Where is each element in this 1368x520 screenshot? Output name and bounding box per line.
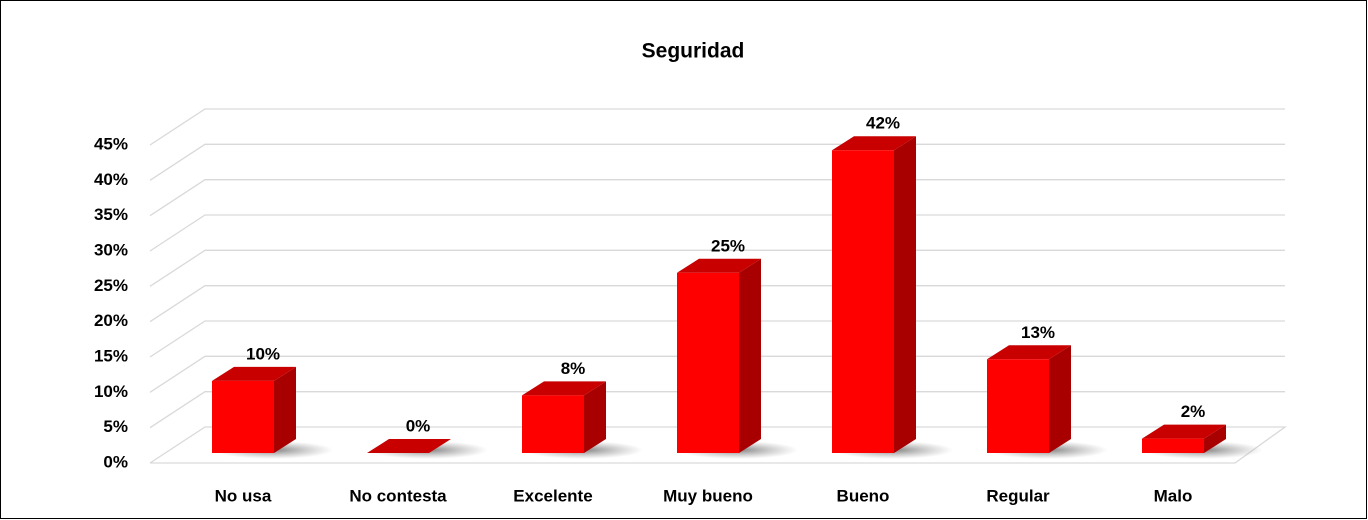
chart-title: Seguridad xyxy=(642,40,745,63)
bar-front xyxy=(212,380,274,453)
grid-line xyxy=(149,249,1285,287)
data-label: 13% xyxy=(1021,323,1055,342)
y-tick-label: 25% xyxy=(94,276,128,295)
data-label: 25% xyxy=(711,236,745,255)
grid-line xyxy=(149,179,1285,217)
x-tick-label: No usa xyxy=(215,486,272,505)
bar-side xyxy=(1049,345,1071,453)
x-tick-label: Regular xyxy=(986,486,1050,505)
data-label: 2% xyxy=(1181,402,1206,421)
grid-line xyxy=(149,214,1285,252)
grid-line xyxy=(149,426,1288,464)
bar-top xyxy=(212,366,296,381)
grid-line xyxy=(149,285,1285,323)
bar-top xyxy=(522,381,606,396)
bar xyxy=(367,439,451,453)
grid-line xyxy=(149,108,1285,146)
bar-front xyxy=(832,150,894,453)
x-tick-label: Excelente xyxy=(513,486,592,505)
bar-side xyxy=(739,258,761,453)
bar-top xyxy=(1142,424,1226,439)
data-label: 10% xyxy=(246,344,280,363)
bar-top xyxy=(367,439,451,453)
grid-line xyxy=(149,143,1285,181)
grid-line xyxy=(149,391,1285,429)
bar xyxy=(522,381,606,453)
data-label: 8% xyxy=(561,359,586,378)
x-tick-label: Malo xyxy=(1154,486,1193,505)
bar xyxy=(987,345,1071,453)
grid-line xyxy=(149,320,1285,358)
grid-line xyxy=(149,355,1285,393)
bar-side xyxy=(1204,424,1226,453)
bar-side xyxy=(584,381,606,453)
bar-top xyxy=(677,258,761,273)
x-tick-label: Muy bueno xyxy=(663,486,753,505)
y-tick-label: 40% xyxy=(94,170,128,189)
y-tick-label: 15% xyxy=(94,346,128,365)
y-tick-label: 0% xyxy=(103,452,128,471)
bar-top xyxy=(987,345,1071,360)
bar-front xyxy=(1142,438,1204,453)
bar-side xyxy=(894,136,916,453)
data-label: 0% xyxy=(406,416,431,435)
bar xyxy=(832,136,916,453)
y-tick-label: 30% xyxy=(94,240,128,259)
y-tick-label: 45% xyxy=(94,134,128,153)
bar-top xyxy=(832,136,916,151)
data-label: 42% xyxy=(866,114,900,133)
y-tick-label: 35% xyxy=(94,205,128,224)
bar xyxy=(1142,424,1226,453)
x-tick-label: No contesta xyxy=(349,486,447,505)
bar xyxy=(677,258,761,453)
y-tick-label: 5% xyxy=(103,417,128,436)
bar-front xyxy=(987,359,1049,453)
bar-front xyxy=(677,272,739,453)
bar xyxy=(212,366,296,453)
y-tick-label: 10% xyxy=(94,382,128,401)
bar-side xyxy=(274,366,296,453)
x-tick-label: Bueno xyxy=(837,486,890,505)
y-tick-label: 20% xyxy=(94,311,128,330)
bar-front xyxy=(522,395,584,453)
